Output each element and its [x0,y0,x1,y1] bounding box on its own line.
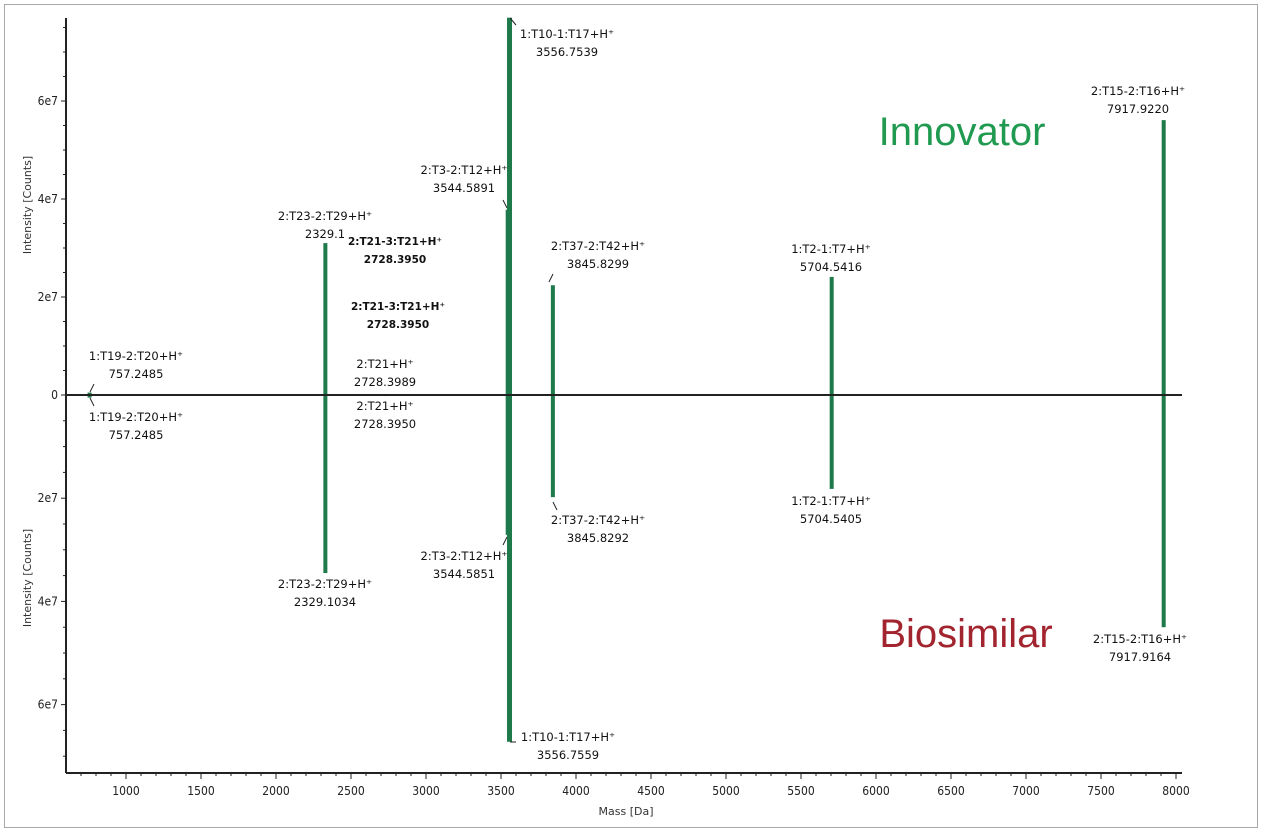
label-leader-line [548,273,554,283]
y-tick-label-bottom: 4e7 [38,594,58,608]
innovator-peak-bar [323,243,328,395]
peak-mass-label: 3845.8292 [567,531,629,545]
peak-label: 2:T3-2:T12+H⁺ [421,549,508,563]
x-tick-label: 2000 [262,784,290,798]
x-tick-label: 4000 [562,784,590,798]
label-leader-line [89,397,95,407]
peak-label: 2:T21+H⁺ [356,357,413,371]
peak-mass-label: 2728.3989 [354,375,416,389]
y-tick-label-top: 6e7 [38,94,58,108]
peak-label: 1:T2-1:T7+H⁺ [791,494,871,508]
innovator-peak-bar [507,17,513,395]
peak-mass-label: 3845.8299 [567,257,629,271]
biosimilar-peak-bar [507,395,513,742]
peak-label: 2:T21-3:T21+H⁺ [348,236,442,248]
peak-label: 2:T3-2:T12+H⁺ [421,163,508,177]
x-tick-label: 8000 [1162,784,1190,798]
x-tick-label: 6500 [937,784,965,798]
peak-label: 1:T19-2:T20+H⁺ [89,410,183,424]
label-leader-line [89,383,95,393]
peak-label: 2:T23-2:T29+H⁺ [278,577,372,591]
peak-label: 1:T19-2:T20+H⁺ [89,349,183,363]
innovator-peak-bar [829,276,834,395]
y-tick-label-bottom: 6e7 [38,698,58,712]
x-tick-label: 1000 [112,784,140,798]
biosimilar-peak-bar [829,395,834,489]
biosimilar-peak-bar [87,395,92,398]
peak-mass-label: 7917.9164 [1109,650,1171,664]
peak-mass-label: 757.2485 [109,428,164,442]
biosimilar-peak-bar [1161,395,1166,628]
x-tick-label: 3500 [487,784,515,798]
peak-label: 2:T37-2:T42+H⁺ [551,513,645,527]
innovator-peak-bar [87,392,92,395]
peak-mass-label: 3544.5851 [433,567,495,581]
peak-label: 2:T37-2:T42+H⁺ [551,239,645,253]
peak-label: 1:T10-1:T17+H⁺ [520,27,614,41]
x-axis-title: Mass [Da] [599,805,654,818]
peak-mass-label: 2329.1034 [294,595,356,609]
peak-mass-label: 2728.3950 [367,319,429,331]
peak-label: 1:T10-1:T17+H⁺ [521,730,615,744]
peak-mass-label: 2329.1 [305,227,345,241]
peak-mass-label: 2728.3950 [364,254,426,266]
y-axis-title-top: Intensity [Counts] [21,156,34,254]
y-tick-label-top: 4e7 [38,192,58,206]
peak-mass-label: 2728.3950 [354,417,416,431]
x-tick-label: 2500 [337,784,365,798]
innovator-peak-bar [1161,120,1166,396]
peak-label: 2:T15-2:T16+H⁺ [1091,84,1185,98]
peak-mass-label: 5704.5405 [800,512,862,526]
x-tick-label: 6000 [862,784,890,798]
peak-mass-label: 757.2485 [109,367,164,381]
peak-label: 2:T21-3:T21+H⁺ [351,301,445,313]
peak-label: 2:T21+H⁺ [356,399,413,413]
x-tick-label: 3000 [412,784,440,798]
peak-mass-label: 7917.9220 [1107,102,1169,116]
innovator-peak-bar [550,285,555,395]
x-tick-label: 5500 [787,784,815,798]
peak-label: 2:T23-2:T29+H⁺ [278,209,372,223]
label-leader-line [552,501,558,511]
y-tick-label-top: 2e7 [38,290,58,304]
x-tick-label: 7500 [1087,784,1115,798]
peak-label: 2:T15-2:T16+H⁺ [1093,632,1187,646]
biosimilar-title: Biosimilar [879,612,1052,656]
y-axis-title-bottom: Intensity [Counts] [21,529,34,627]
x-tick-label: 7000 [1012,784,1040,798]
x-tick-label: 4500 [637,784,665,798]
peak-label: 1:T2-1:T7+H⁺ [791,242,871,256]
biosimilar-peak-bar [323,395,328,574]
label-leader-line [509,17,517,26]
chart-frame [4,4,1258,828]
innovator-title: Innovator [879,110,1046,154]
y-tick-label-top: 0 [51,388,58,402]
peak-mass-label: 3556.7539 [536,45,598,59]
x-tick-label: 5000 [712,784,740,798]
peak-mass-label: 3544.5891 [433,181,495,195]
label-leader-line [502,536,508,546]
y-tick-label-bottom: 2e7 [38,491,58,505]
x-tick-label: 1500 [187,784,215,798]
biosimilar-peak-bar [550,395,555,498]
peak-mass-label: 5704.5416 [800,260,862,274]
peak-mass-label: 3556.7559 [537,748,599,762]
label-leader-line [502,199,508,209]
